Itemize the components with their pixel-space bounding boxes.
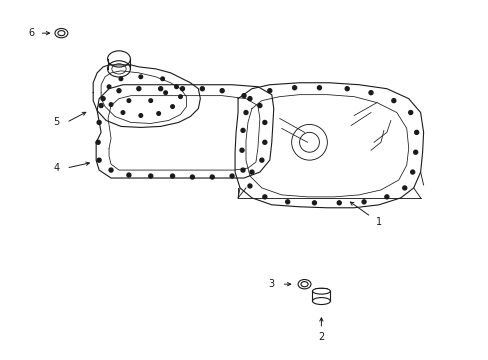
Circle shape [230,174,234,178]
Circle shape [317,86,321,90]
Text: 1: 1 [375,217,381,227]
Circle shape [285,200,289,204]
Circle shape [414,130,418,134]
Circle shape [148,174,152,178]
Circle shape [139,114,142,117]
Text: 4: 4 [53,163,60,173]
Circle shape [410,170,414,174]
Circle shape [312,201,316,205]
Circle shape [190,175,194,179]
Circle shape [259,158,264,162]
Circle shape [257,104,262,108]
Circle shape [157,112,160,115]
Circle shape [163,91,167,94]
Circle shape [337,201,341,205]
Text: 5: 5 [53,117,60,127]
Circle shape [368,91,372,95]
Circle shape [242,94,245,98]
Circle shape [241,168,244,172]
Circle shape [263,121,266,125]
Circle shape [249,170,253,174]
Circle shape [408,111,412,114]
Circle shape [109,103,113,106]
Circle shape [149,99,152,102]
Circle shape [247,96,251,100]
Circle shape [121,111,124,114]
Circle shape [345,87,348,91]
Circle shape [158,87,163,91]
Circle shape [267,89,271,93]
Circle shape [119,77,122,81]
Circle shape [402,186,406,190]
Circle shape [292,86,296,90]
Circle shape [107,85,111,89]
Circle shape [127,99,130,102]
Circle shape [109,168,113,172]
Circle shape [101,96,105,100]
Circle shape [180,87,184,91]
Circle shape [241,129,244,132]
Circle shape [117,89,121,93]
Circle shape [97,158,101,162]
Circle shape [127,173,131,177]
Circle shape [263,195,266,199]
Circle shape [178,95,182,98]
Circle shape [96,140,100,144]
Circle shape [170,174,174,178]
Text: 6: 6 [28,28,35,38]
Circle shape [99,104,103,108]
Circle shape [391,99,395,103]
Circle shape [97,121,101,125]
Circle shape [137,87,141,91]
Circle shape [247,184,251,188]
Circle shape [210,175,214,179]
Circle shape [170,105,174,108]
Circle shape [161,77,164,81]
Circle shape [220,89,224,93]
Circle shape [240,148,244,152]
Circle shape [139,75,142,78]
Circle shape [263,140,266,144]
Circle shape [244,111,247,114]
Circle shape [413,150,417,154]
Text: 2: 2 [318,332,324,342]
Circle shape [384,195,388,199]
Circle shape [361,200,366,204]
Text: 3: 3 [268,279,274,289]
Circle shape [174,85,178,89]
Circle shape [200,87,204,91]
